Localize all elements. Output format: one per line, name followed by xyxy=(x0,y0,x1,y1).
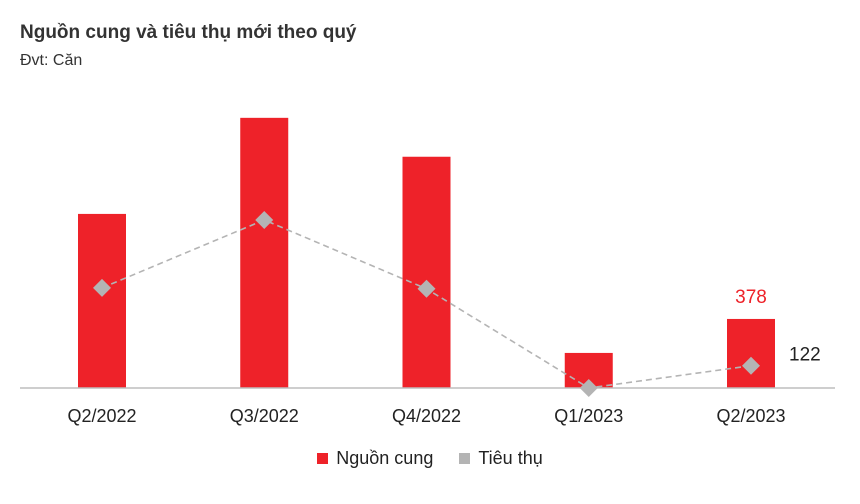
legend-label-consumption: Tiêu thụ xyxy=(478,448,543,468)
consumption-marker-Q2/2023 xyxy=(742,356,760,375)
legend: Nguồn cung Tiêu thụ xyxy=(0,448,860,469)
bar-Q2/2023 xyxy=(727,318,775,388)
legend-swatch-supply xyxy=(317,453,329,464)
data-label: 378 xyxy=(735,287,767,308)
legend-swatch-consumption xyxy=(459,453,471,464)
legend-item-consumption[interactable]: Tiêu thụ xyxy=(459,448,543,469)
consumption-marker-Q4/2022 xyxy=(417,279,436,298)
consumption-marker-Q1/2023 xyxy=(579,379,598,397)
x-tick-label: Q2/2023 xyxy=(716,406,785,426)
bar-Q3/2022 xyxy=(240,117,289,388)
x-tick-label: Q2/2022 xyxy=(67,406,136,426)
x-tick-label: Q3/2022 xyxy=(230,406,299,426)
chart-subtitle: Đvt: Căn xyxy=(20,52,83,69)
x-tick-label: Q4/2022 xyxy=(392,406,461,426)
consumption-marker-Q2/2022 xyxy=(93,278,111,297)
consumption-marker-Q3/2022 xyxy=(255,210,274,229)
bar-Q4/2022 xyxy=(402,156,451,388)
data-label: 122 xyxy=(789,345,821,366)
x-tick-label: Q1/2023 xyxy=(554,406,623,426)
chart-title: Nguồn cung và tiêu thụ mới theo quý xyxy=(20,22,357,43)
bar-Q2/2022 xyxy=(78,213,126,388)
legend-item-supply[interactable]: Nguồn cung xyxy=(317,448,433,469)
legend-label-supply: Nguồn cung xyxy=(336,448,434,468)
